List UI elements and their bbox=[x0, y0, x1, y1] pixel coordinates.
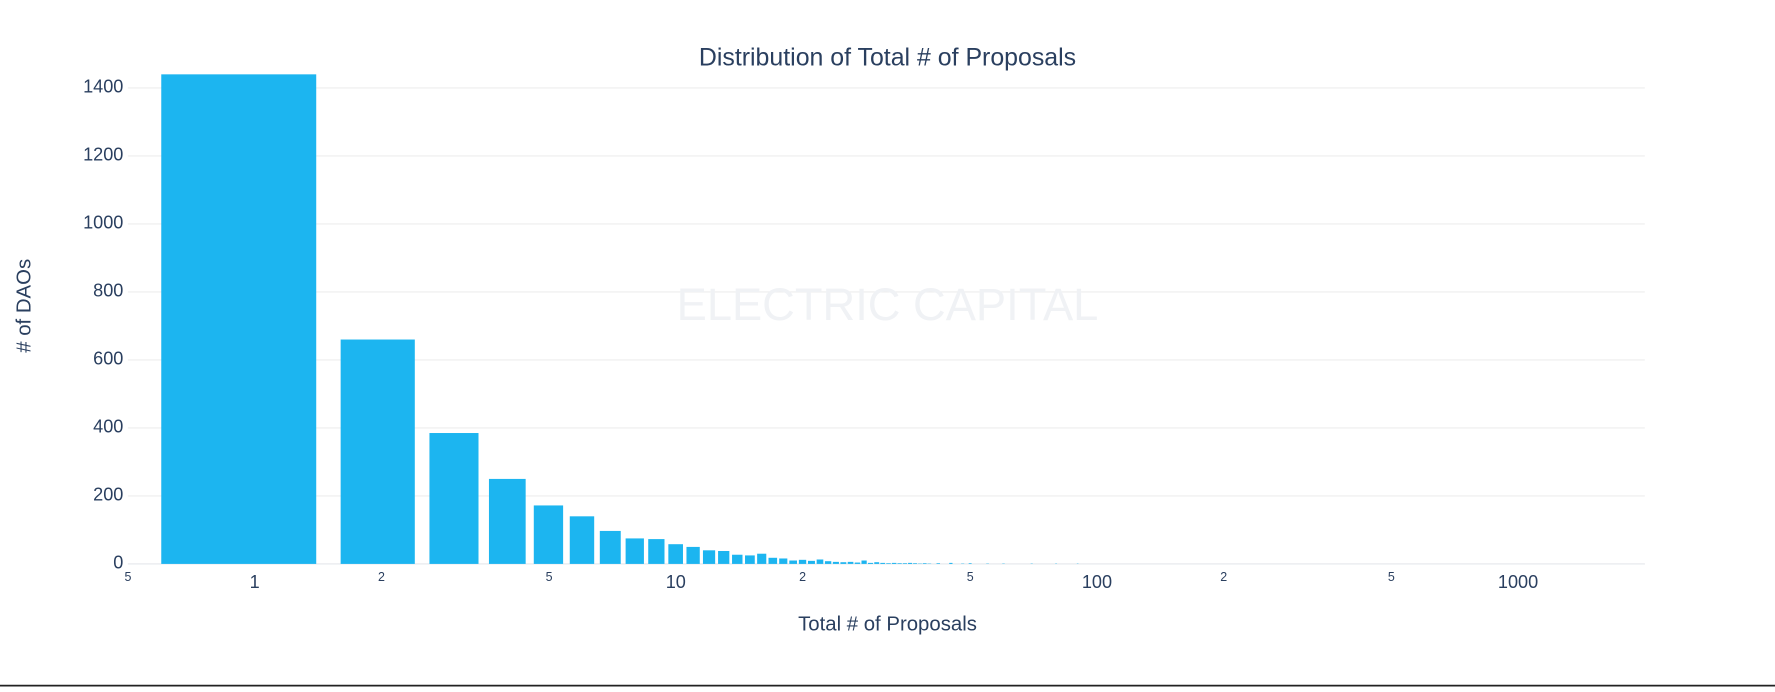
y-tick-label: 1000 bbox=[83, 213, 123, 233]
bar bbox=[891, 562, 897, 564]
bar bbox=[757, 553, 767, 564]
x-tick-label: 2 bbox=[1220, 570, 1227, 584]
bar bbox=[340, 339, 415, 564]
bar bbox=[922, 563, 927, 564]
x-tick-label: 1000 bbox=[1498, 572, 1538, 592]
bar bbox=[949, 562, 953, 564]
bar bbox=[779, 558, 788, 564]
y-tick-label: 600 bbox=[93, 349, 123, 369]
x-tick-label: 100 bbox=[1082, 572, 1112, 592]
bar bbox=[488, 478, 526, 564]
bar bbox=[816, 559, 824, 564]
bar bbox=[702, 550, 716, 564]
bar bbox=[880, 562, 886, 564]
x-tick-label: 5 bbox=[124, 570, 131, 584]
x-tick-label: 2 bbox=[799, 570, 806, 584]
y-tick-label: 400 bbox=[93, 417, 123, 437]
x-tick-label: 10 bbox=[666, 572, 686, 592]
x-tick-label: 5 bbox=[967, 570, 974, 584]
bar bbox=[874, 562, 880, 564]
bar bbox=[569, 516, 595, 564]
bar bbox=[648, 539, 665, 564]
bar bbox=[936, 563, 941, 564]
bar bbox=[686, 546, 700, 564]
bar bbox=[768, 557, 778, 564]
bar bbox=[886, 563, 891, 564]
x-tick-label: 5 bbox=[546, 570, 553, 584]
bar bbox=[897, 563, 902, 564]
bar bbox=[832, 561, 839, 564]
bar bbox=[599, 530, 621, 564]
y-tick-label: 0 bbox=[113, 553, 123, 573]
y-tick-label: 1400 bbox=[83, 77, 123, 97]
bar bbox=[854, 562, 861, 564]
bar bbox=[732, 554, 743, 564]
bar bbox=[861, 560, 867, 564]
bar bbox=[840, 562, 847, 564]
y-axis-label: # of DAOs bbox=[13, 259, 35, 353]
bar bbox=[718, 550, 730, 564]
bar bbox=[807, 560, 815, 564]
bar bbox=[533, 505, 564, 564]
watermark: ELECTRIC CAPITAL bbox=[677, 279, 1099, 330]
bar bbox=[161, 74, 317, 564]
y-tick-label: 200 bbox=[93, 485, 123, 505]
bar bbox=[745, 555, 755, 564]
bar bbox=[798, 559, 807, 564]
x-tick-label: 5 bbox=[1388, 570, 1395, 584]
bar bbox=[968, 563, 972, 564]
bar bbox=[625, 538, 644, 564]
bar bbox=[908, 562, 913, 564]
bar bbox=[902, 563, 908, 564]
bar bbox=[429, 433, 479, 564]
bar bbox=[668, 544, 683, 564]
y-tick-label: 800 bbox=[93, 281, 123, 301]
bar bbox=[847, 561, 854, 564]
bar bbox=[789, 560, 798, 564]
bar bbox=[867, 562, 874, 564]
bar bbox=[913, 563, 918, 564]
bar bbox=[824, 561, 832, 564]
chart-title: Distribution of Total # of Proposals bbox=[699, 44, 1076, 72]
y-tick-label: 1200 bbox=[83, 145, 123, 165]
x-tick-label: 1 bbox=[250, 572, 260, 592]
x-axis-label: Total # of Proposals bbox=[798, 613, 977, 635]
x-tick-label: 2 bbox=[378, 570, 385, 584]
